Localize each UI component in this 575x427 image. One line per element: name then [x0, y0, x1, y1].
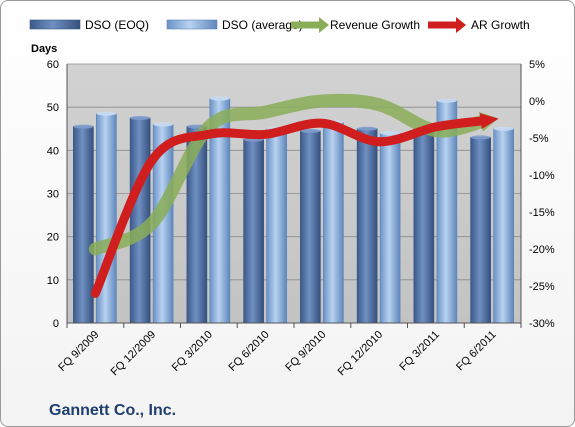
y-tick-label-left: 10	[47, 275, 59, 287]
y-tick-label-right: -5%	[529, 133, 549, 145]
bar-dso-eoq-cap	[357, 126, 378, 131]
legend-arrow-ar-growth	[428, 17, 466, 33]
bar-dso-average	[493, 128, 514, 324]
legend-label-dso-average: DSO (average)	[222, 18, 303, 32]
y-tick-label-left: 0	[53, 318, 59, 330]
bar-dso-eoq	[300, 130, 321, 324]
bar-dso-average-cap	[153, 122, 174, 127]
x-tick-label: FQ 3/2011	[397, 329, 442, 374]
y-tick-label-right: -15%	[529, 207, 555, 219]
y-tick-label-right: 0%	[529, 96, 545, 108]
y-tick-label-left: 50	[47, 102, 59, 114]
bar-dso-average	[323, 121, 344, 324]
y-tick-label-left: 60	[47, 59, 59, 71]
bar-dso-average	[379, 132, 401, 324]
company-name: Gannett Co., Inc.	[49, 402, 176, 419]
line-series	[88, 93, 499, 298]
bar-dso-average	[266, 128, 287, 324]
arrowhead-ar-growth	[479, 113, 499, 129]
legend-label-dso-eoq: DSO (EOQ)	[85, 18, 149, 32]
x-tick-label: FQ 6/2010	[227, 329, 272, 374]
legend-arrow-revenue-growth	[291, 17, 329, 33]
bar-dso-eoq-cap	[73, 124, 94, 129]
bar-dso-average-cap	[380, 131, 401, 136]
legend-swatch-dso-average	[166, 19, 218, 30]
y-tick-label-right: -25%	[529, 281, 555, 293]
legend-label-ar-growth: AR Growth	[471, 18, 530, 32]
legend-label-revenue-growth: Revenue Growth	[330, 18, 420, 32]
bar-dso-eoq	[413, 128, 435, 324]
y-tick-label-left: 30	[47, 189, 59, 201]
x-tick-label: FQ 9/2009	[56, 329, 101, 374]
line-ar-growth	[90, 116, 488, 298]
bar-dso-eoq-cap	[470, 135, 491, 140]
y-tick-label-right: -10%	[529, 170, 555, 182]
x-tick-label: FQ 12/2009	[109, 329, 159, 379]
legend-item-dso-eoq: DSO (EOQ)	[29, 18, 149, 32]
y-tick-label-left: 20	[47, 232, 59, 244]
y-tick-label-right: -20%	[529, 244, 555, 256]
bar-dso-average-cap	[96, 111, 117, 116]
y-tick-label-left: 40	[47, 145, 59, 157]
legend-item-dso-average: DSO (average)	[166, 18, 303, 32]
bar-dso-eoq	[470, 137, 491, 324]
x-tick-label: FQ 6/2011	[454, 329, 499, 374]
bar-dso-average-cap	[436, 98, 457, 103]
axes	[66, 64, 522, 328]
bar-dso-eoq	[243, 139, 264, 324]
bar-dso-average-cap	[493, 126, 514, 131]
legend-item-revenue-growth: Revenue Growth	[291, 17, 420, 33]
bar-dso-eoq	[356, 128, 378, 324]
x-tick-label: FQ 12/2010	[336, 329, 386, 379]
legend-item-ar-growth: AR Growth	[428, 17, 530, 33]
x-tick-label: FQ 3/2010	[170, 329, 215, 374]
y-tick-label-right: 5%	[529, 59, 545, 71]
bar-series	[73, 96, 514, 324]
bar-dso-eoq	[73, 126, 94, 324]
bar-dso-average-cap	[209, 96, 230, 101]
bar-dso-eoq-cap	[130, 115, 151, 120]
x-tick-label: FQ 9/2010	[283, 329, 328, 374]
y-axis-title: Days	[31, 43, 57, 55]
bar-dso-eoq-cap	[300, 128, 321, 133]
legend-swatch-dso-eoq	[29, 19, 81, 30]
y-tick-label-right: -30%	[529, 318, 555, 330]
legend: DSO (EOQ) DSO (average) Revenue Growth A…	[29, 17, 530, 33]
